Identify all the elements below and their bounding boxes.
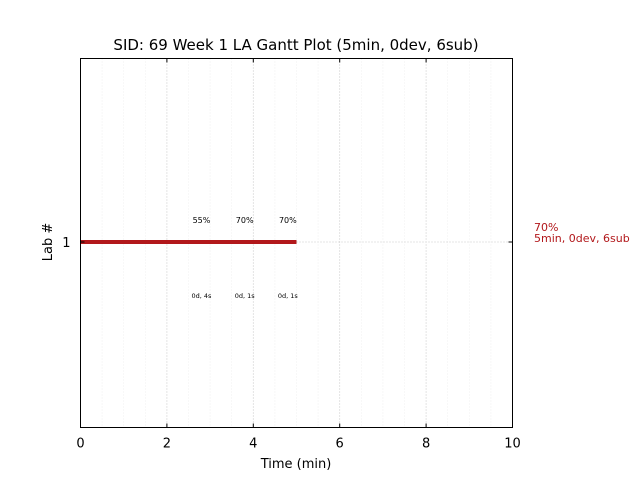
plot-area-frame xyxy=(80,58,513,428)
x-tick-label: 2 xyxy=(163,437,171,452)
x-tick-label: 10 xyxy=(504,437,521,452)
gantt-bar xyxy=(80,240,297,244)
y-tick-label: 1 xyxy=(62,236,70,251)
bars xyxy=(80,240,297,244)
annotations: 55% 0d, 4s 70% 0d, 1s 70% 0d, 1s xyxy=(191,216,298,300)
x-tick-label: 6 xyxy=(336,437,344,452)
annotation-percent: 70% xyxy=(236,216,254,225)
annotation-percent: 55% xyxy=(193,216,211,225)
x-axis-label: Time (min) xyxy=(260,457,332,472)
annotation-duration: 0d, 4s xyxy=(191,292,212,300)
side-label-summary: 5min, 0dev, 6sub xyxy=(534,232,630,245)
x-tick-label: 4 xyxy=(249,437,257,452)
x-tick-label: 8 xyxy=(422,437,430,452)
chart-title: SID: 69 Week 1 LA Gantt Plot (5min, 0dev… xyxy=(113,36,478,54)
annotation-duration: 0d, 1s xyxy=(278,292,299,300)
y-axis-label: Lab # xyxy=(41,223,56,262)
side-label-percent: 70% xyxy=(534,221,558,234)
annotation-duration: 0d, 1s xyxy=(235,292,256,300)
axis-ticks: 0 2 4 6 8 10 1 xyxy=(62,58,521,452)
x-tick-label: 0 xyxy=(76,437,84,452)
annotation-percent: 70% xyxy=(279,216,297,225)
